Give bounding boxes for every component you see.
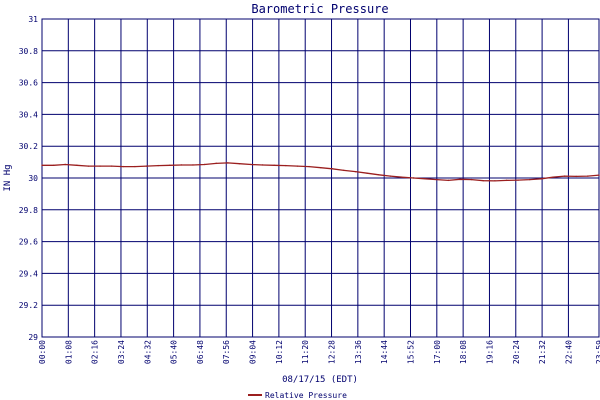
data-point [482,180,484,182]
data-point [122,165,124,168]
y-tick-label: 30.8 [19,47,38,56]
data-point [285,164,287,167]
x-tick-label: 02:16 [91,340,100,364]
plot-area: 31 30.8 30.6 30.4 30.2 30 29.8 29.6 29.4 29.2 2900… [19,15,600,364]
x-tick-label: 17:00 [433,340,442,364]
data-point [180,164,183,166]
data-point [517,179,519,181]
x-tick-label: 15:52 [406,340,415,364]
data-point [331,168,334,170]
legend-label: Relative Pressure [265,391,347,400]
y-tick-label: 30.2 [19,142,38,151]
data-point [343,169,345,172]
data-point [459,178,461,180]
data-point [41,164,43,166]
y-tick-label: 30.6 [19,79,38,88]
y-tick-label: 29 [28,333,38,342]
data-point [354,170,357,173]
data-point [52,164,55,166]
x-tick-label: 12:28 [328,340,337,364]
data-point [505,179,508,182]
x-tick-label: 01:08 [64,340,73,364]
data-point [192,164,194,166]
x-tick-label: 21:32 [538,340,547,364]
data-point [145,165,148,167]
data-point [587,175,589,177]
x-tick-label: 06:48 [196,340,205,364]
data-point [563,175,566,177]
data-point [261,164,264,166]
x-tick-label: 22:40 [564,340,573,364]
data-point [64,163,66,166]
x-tick-label: 10:12 [275,340,284,364]
data-point [110,165,113,167]
x-tick-label: 03:24 [117,340,126,364]
y-tick-label: 29.8 [19,206,38,215]
data-point [412,177,415,179]
data-point [215,162,217,165]
data-point [227,162,229,164]
x-tick-label: 20:24 [512,340,521,364]
plot-border [41,18,600,338]
y-tick-label: 29.4 [19,269,38,278]
data-point [598,174,600,176]
data-point [436,178,438,181]
y-tick-label: 31 [28,15,38,24]
data-point [87,165,90,167]
data-point [134,165,136,168]
x-tick-label: 14:44 [380,340,389,364]
y-tick-label: 29.2 [19,301,38,310]
data-point [250,163,252,166]
data-point [575,175,577,178]
x-tick-label: 19:16 [485,340,494,364]
data-point [540,178,543,180]
data-point [319,166,322,169]
data-point [552,176,554,178]
data-point [378,174,380,176]
data-point [157,164,159,167]
data-point [203,163,206,166]
data-point [296,165,299,167]
x-axis-label: 08/17/15 (EDT) [282,375,358,385]
x-tick-label: 09:04 [249,340,258,364]
data-point [529,178,531,181]
y-tick-label: 29.6 [19,238,38,247]
x-tick-label: 00:00 [38,340,47,364]
data-point [494,180,496,182]
x-tick-label: 11:20 [301,340,310,364]
x-tick-label: 07:56 [222,340,231,364]
data-point [76,164,78,166]
data-point [308,165,310,168]
data-point [238,162,241,165]
x-tick-label: 13:36 [354,340,363,364]
x-tick-label: 04:32 [143,340,152,364]
data-point [389,175,392,177]
data-point [169,164,171,166]
data-point [366,172,368,174]
data-point [424,178,426,180]
chart-title: Barometric Pressure [251,2,388,16]
legend: Relative Pressure [248,391,347,400]
data-point [273,164,275,166]
data-point [470,178,473,181]
y-tick-label: 30 [28,174,38,183]
data-point [99,165,101,167]
data-point [401,176,403,178]
x-tick-label: 05:40 [170,340,179,364]
y-axis-label: IN Hg [3,164,13,191]
x-tick-label: 18:08 [459,340,468,364]
x-tick-label: 23:59 [595,340,600,364]
data-point [447,179,450,182]
y-tick-label: 30.4 [19,110,38,119]
